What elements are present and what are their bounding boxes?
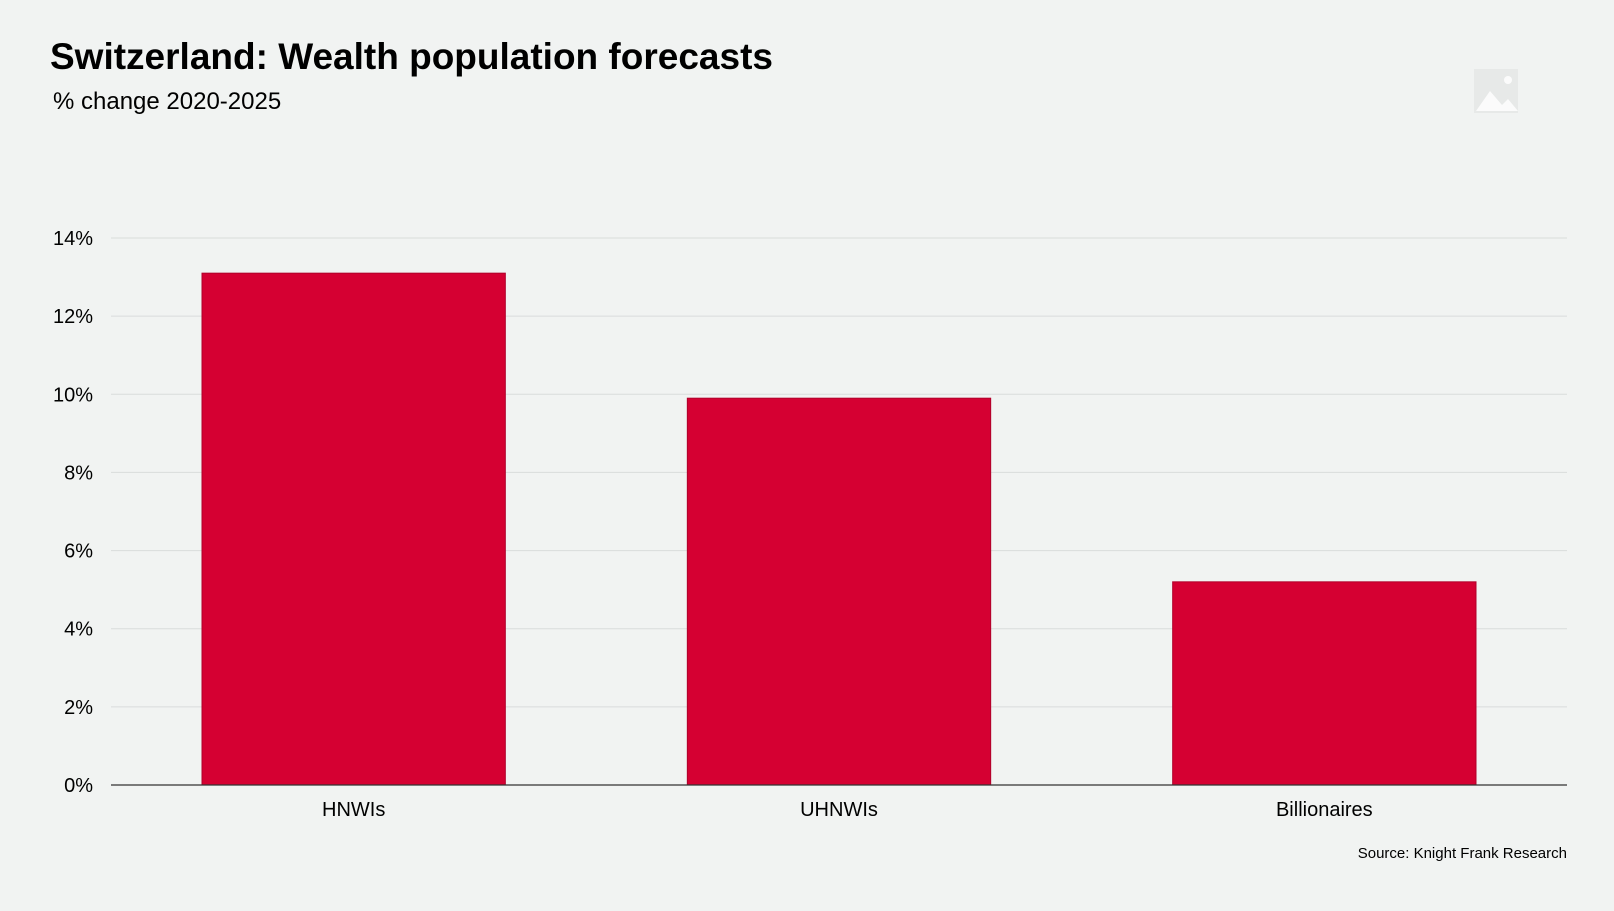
source-note: Source: Knight Frank Research (1357, 845, 1567, 862)
y-tick-label: 4% (64, 619, 93, 641)
y-tick-label: 0% (64, 775, 93, 797)
bar (1172, 581, 1477, 786)
y-tick-label: 10% (53, 384, 93, 406)
y-tick-label: 6% (64, 541, 93, 563)
chart-subtitle: % change 2020-2025 (53, 88, 282, 115)
y-tick-label: 2% (64, 697, 93, 719)
image-placeholder (1428, 50, 1564, 128)
chart-title: Switzerland: Wealth population forecasts (50, 36, 773, 77)
x-tick-label: UHNWIs (800, 799, 878, 821)
image-placeholder-icon (1474, 69, 1518, 113)
y-tick-label: 12% (53, 306, 93, 328)
bar (686, 397, 992, 786)
y-tick-label: 8% (64, 462, 93, 484)
x-tick-label: Billionaires (1276, 799, 1373, 821)
bar (201, 272, 506, 786)
y-tick-label: 14% (53, 228, 93, 250)
x-tick-label: HNWIs (322, 799, 385, 821)
